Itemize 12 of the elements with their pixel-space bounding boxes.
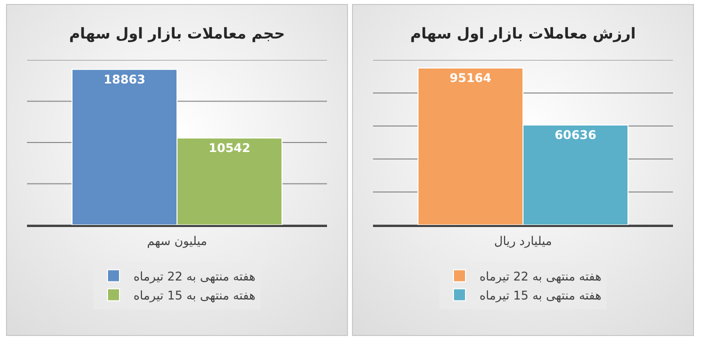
legend-label: هفته منتهی به 15 تیرماه xyxy=(480,288,602,302)
legend-label: هفته منتهی به 15 تیرماه xyxy=(134,288,256,302)
data-label: 18863 xyxy=(104,72,146,86)
chart-title: حجم معاملات بازار اول سهام xyxy=(69,24,285,43)
legend-label: هفته منتهی به 22 تیرماه xyxy=(134,269,256,284)
data-label: 10542 xyxy=(208,141,250,156)
x-axis-title: میلیارد ریال xyxy=(494,234,552,248)
data-label: 60636 xyxy=(554,128,596,142)
legend-label: هفته منتهی به 22 تیرماه xyxy=(480,269,602,284)
x-axis-title: میلیون سهم xyxy=(146,234,208,248)
chart-title: ارزش معاملات بازار اول سهام xyxy=(410,24,636,43)
data-label: 95164 xyxy=(450,70,492,85)
